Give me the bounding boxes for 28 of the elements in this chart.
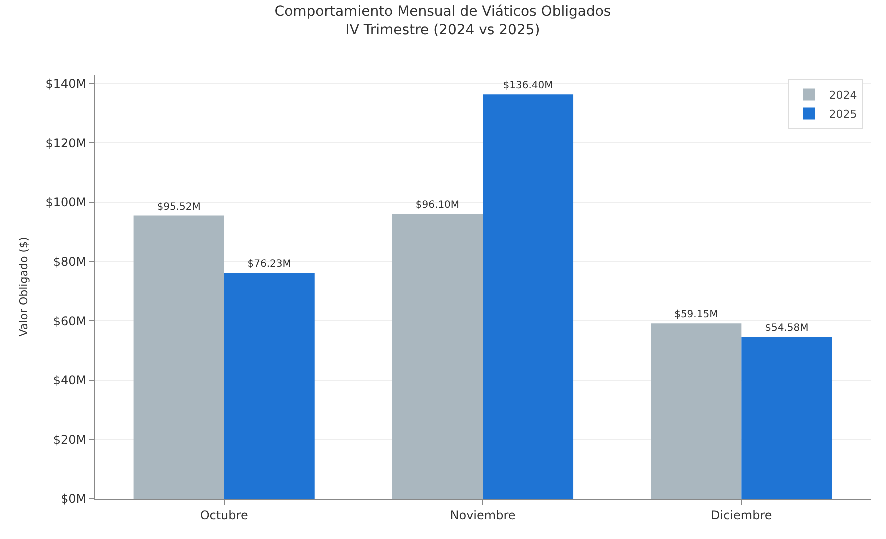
bar: [392, 214, 483, 499]
y-tick-label: $80M: [53, 255, 87, 269]
data-label: $136.40M: [503, 80, 554, 92]
legend-label: 2025: [829, 108, 858, 122]
data-label: $59.15M: [674, 310, 718, 321]
data-label: $96.10M: [416, 200, 460, 212]
bar: [651, 324, 742, 499]
y-axis-title: Valor Obligado ($): [17, 237, 30, 337]
bar: [134, 216, 224, 499]
y-tick-label: $20M: [53, 432, 87, 447]
y-tick-label: $120M: [46, 136, 87, 150]
y-tick-label: $140M: [46, 77, 87, 92]
bar: [483, 94, 574, 499]
x-tick-label: Noviembre: [450, 508, 516, 522]
data-label: $95.52M: [157, 202, 201, 213]
data-label: $54.58M: [765, 323, 809, 334]
x-tick-label: Octubre: [200, 508, 248, 522]
y-tick-label: $0M: [60, 492, 87, 506]
data-label: $76.23M: [248, 258, 292, 270]
y-tick-label: $100M: [46, 196, 87, 210]
x-tick-label: Diciembre: [711, 508, 772, 522]
bar: [224, 272, 315, 499]
y-tick-label: $40M: [53, 374, 87, 388]
bar: [742, 337, 832, 499]
y-tick-label: $60M: [53, 314, 87, 328]
chart-subtitle: IV Trimestre (2024 vs 2025): [346, 22, 540, 38]
legend-label: 2024: [829, 89, 858, 102]
chart-title: Comportamiento Mensual de Viáticos Obligados: [274, 4, 612, 20]
